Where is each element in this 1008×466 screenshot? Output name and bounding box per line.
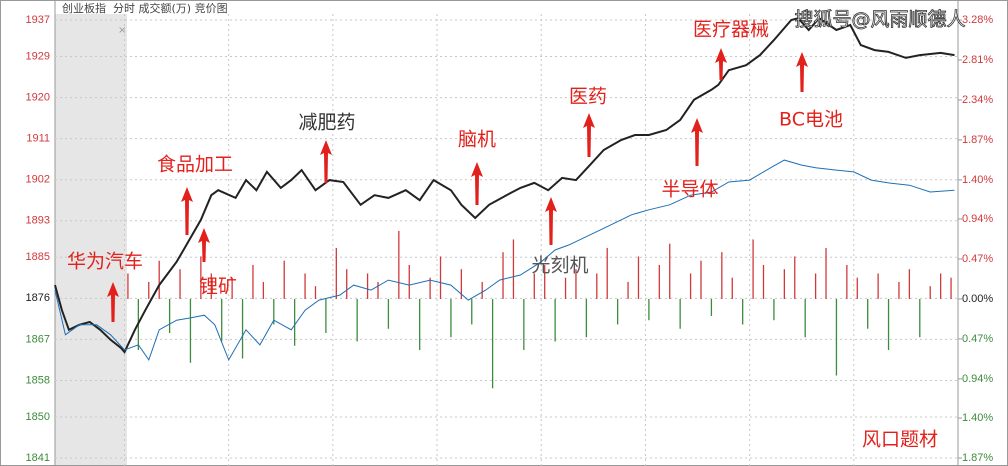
y2-tick-label: 1.87%	[962, 134, 993, 146]
annotation: 减肥药	[298, 112, 355, 134]
y-tick-label: 1867	[26, 333, 50, 345]
arrow	[107, 282, 119, 322]
annotation: 食品加工	[157, 154, 233, 176]
y2-tick-label: 0.94%	[962, 213, 993, 225]
annotation: 半导体	[661, 179, 718, 201]
y2-tick-label: 0.47%	[962, 253, 993, 265]
arrow	[198, 228, 210, 262]
arrow	[471, 162, 483, 205]
y-tick-label: 1911	[26, 133, 50, 145]
y-tick-label: 1876	[26, 292, 50, 304]
annotation: 脑机	[458, 129, 496, 151]
arrow	[320, 140, 332, 183]
annotation: 光刻机	[531, 255, 588, 277]
y2-tick-label: 2.81%	[962, 54, 993, 66]
chart-title: 创业板指	[62, 1, 106, 15]
y2-tick-label: 1.40%	[962, 412, 993, 424]
y-tick-label: 1902	[26, 174, 50, 186]
auction-area	[55, 14, 127, 466]
arrow	[796, 52, 808, 92]
arrow	[181, 187, 193, 235]
annotation: 华为汽车	[67, 251, 143, 273]
y-tick-label: 1937	[26, 14, 50, 26]
y-tick-label: 1841	[26, 452, 50, 464]
y-tick-label: 1929	[26, 50, 50, 62]
y2-tick-label: 1.87%	[962, 452, 993, 464]
y-tick-label: 1920	[26, 91, 50, 103]
y-tick-label: 1850	[26, 411, 50, 423]
annotation: 医药	[569, 86, 607, 108]
y2-tick-label: 2.34%	[962, 94, 993, 106]
y-tick-label: 1858	[26, 374, 50, 386]
annotation: 锂矿	[199, 276, 237, 298]
series-line	[54, 159, 955, 362]
y2-tick-label: 3.28%	[962, 14, 993, 26]
y-tick-label: 1885	[26, 251, 50, 263]
y-tick-label: 1893	[26, 215, 50, 227]
y2-tick-label: 0.47%	[962, 333, 993, 345]
y2-tick-label: 0.00%	[962, 293, 993, 305]
arrow	[691, 118, 703, 166]
annotation: BC电池	[779, 109, 843, 131]
series-line	[54, 16, 955, 354]
arrow	[545, 197, 557, 245]
y2-tick-label: 0.94%	[962, 373, 993, 385]
arrow	[583, 113, 595, 157]
watermark: 搜狐号@风雨顺德人	[794, 9, 965, 31]
close-icon[interactable]: ×	[118, 25, 126, 36]
annotation: 风口题材	[862, 429, 938, 451]
chart-subtitle: 分时 成交额(万) 竞价图	[113, 1, 228, 15]
annotation: 医疗器械	[693, 19, 769, 41]
arrow	[715, 48, 727, 80]
y2-tick-label: 1.40%	[962, 174, 993, 186]
